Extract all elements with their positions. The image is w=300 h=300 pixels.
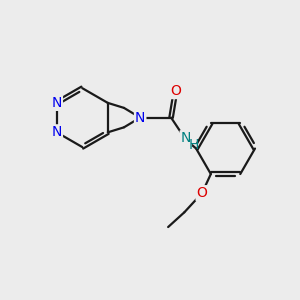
Text: N: N [181, 131, 191, 145]
Text: H: H [189, 138, 199, 152]
Text: O: O [196, 186, 207, 200]
Text: N: N [135, 111, 146, 124]
Text: O: O [170, 84, 181, 98]
Text: N: N [52, 125, 62, 139]
Text: N: N [52, 96, 62, 110]
